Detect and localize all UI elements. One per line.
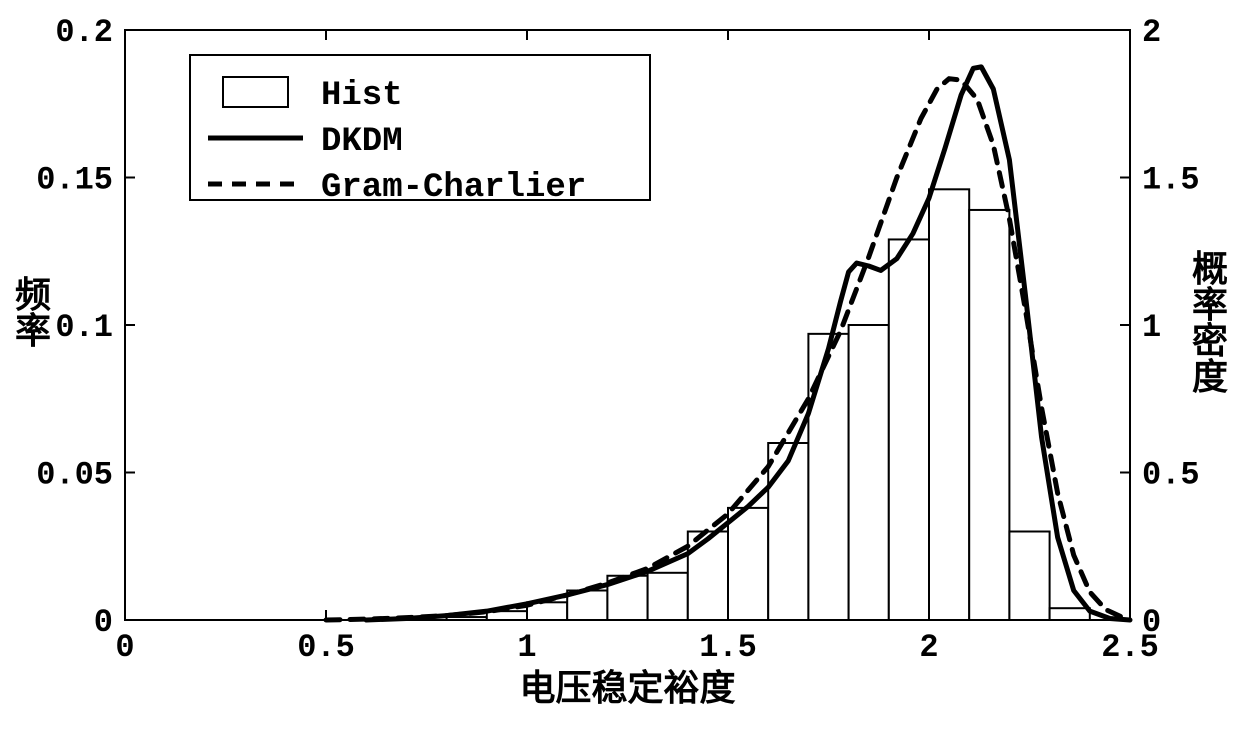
y-right-axis-label: 概 — [1192, 249, 1228, 289]
y-left-tick-label: 0.05 — [36, 457, 113, 494]
hist-bar — [1050, 608, 1090, 620]
y-left-axis-label: 频 — [15, 275, 51, 315]
y-left-axis-label: 率 — [15, 311, 51, 351]
x-tick-label: 1.5 — [699, 629, 757, 666]
y-left-tick-label: 0.1 — [55, 309, 113, 346]
y-right-axis-label: 密 — [1192, 320, 1228, 361]
y-right-axis-label: 率 — [1192, 285, 1228, 325]
pdf-chart: 00.511.522.500.050.10.150.200.511.52电压稳定… — [0, 0, 1239, 733]
legend-hist-icon — [223, 77, 288, 107]
y-right-tick-label: 1.5 — [1142, 162, 1200, 199]
hist-bar — [889, 239, 929, 620]
y-left-tick-label: 0.15 — [36, 162, 113, 199]
legend-label: DKDM — [321, 123, 403, 161]
x-tick-label: 2 — [919, 629, 938, 666]
y-right-tick-label: 0.5 — [1142, 457, 1200, 494]
legend: Hist DKDM Gram-Charlier — [190, 55, 650, 207]
hist-bar — [1009, 532, 1049, 621]
hist-bar — [768, 443, 808, 620]
y-left-tick-label: 0 — [94, 604, 113, 641]
histogram-bars — [447, 189, 1090, 620]
hist-bar — [688, 532, 728, 621]
x-axis-label: 电压稳定裕度 — [519, 668, 735, 708]
y-right-tick-label: 2 — [1142, 14, 1161, 51]
y-left-tick-label: 0.2 — [55, 14, 113, 51]
x-tick-label: 0 — [115, 629, 134, 666]
y-right-tick-label: 0 — [1142, 604, 1161, 641]
hist-bar — [929, 189, 969, 620]
hist-bar — [648, 573, 688, 620]
hist-bar — [849, 325, 889, 620]
y-right-tick-label: 1 — [1142, 309, 1161, 346]
hist-bar — [969, 210, 1009, 620]
x-tick-label: 1 — [517, 629, 536, 666]
hist-bar — [728, 508, 768, 620]
x-tick-label: 0.5 — [297, 629, 355, 666]
legend-label: Hist — [321, 77, 403, 115]
y-right-axis-label: 度 — [1192, 357, 1228, 397]
legend-label: Gram-Charlier — [321, 169, 586, 207]
hist-bar — [808, 334, 848, 620]
